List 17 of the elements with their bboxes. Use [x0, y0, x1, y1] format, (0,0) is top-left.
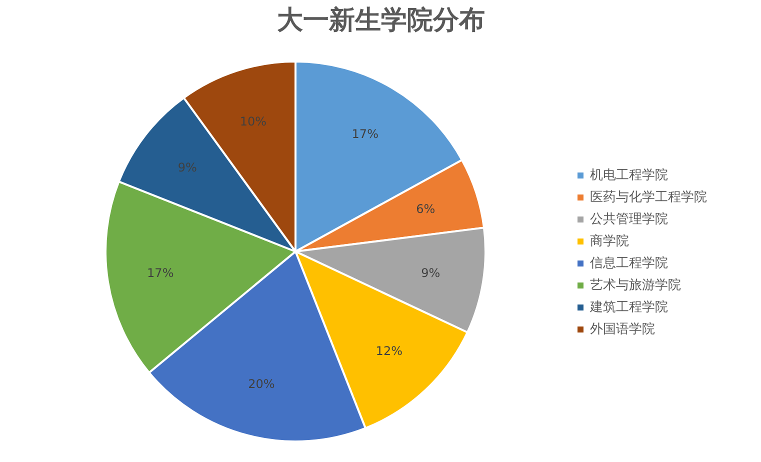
legend-label: 信息工程学院: [590, 254, 668, 272]
data-label: 17%: [147, 266, 174, 280]
data-label: 6%: [416, 202, 436, 216]
legend-label: 艺术与旅游学院: [590, 276, 681, 294]
data-label: 10%: [240, 114, 267, 128]
legend-label: 商学院: [590, 232, 629, 250]
legend-label: 建筑工程学院: [590, 298, 668, 316]
data-label: 20%: [248, 377, 275, 391]
legend-label: 机电工程学院: [590, 166, 668, 184]
chart-title: 大一新生学院分布: [277, 6, 485, 36]
data-label: 17%: [352, 126, 378, 141]
legend-label: 外国语学院: [590, 320, 655, 338]
legend-label: 公共管理学院: [590, 210, 668, 228]
data-label: 9%: [178, 160, 197, 175]
legend-label: 医药与化学工程学院: [590, 188, 707, 206]
data-label: 12%: [376, 344, 402, 358]
data-label: 9%: [421, 266, 440, 280]
